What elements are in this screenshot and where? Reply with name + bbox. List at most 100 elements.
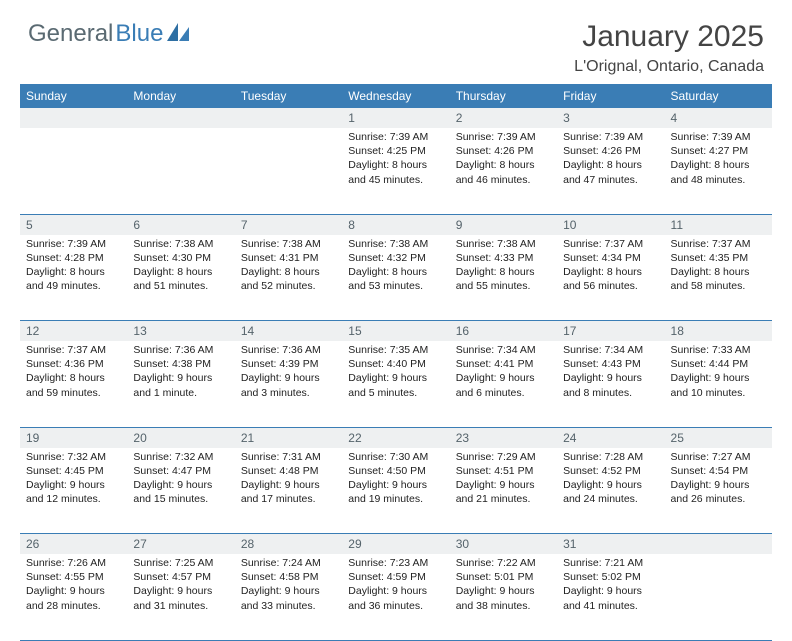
weekday-header: Friday	[557, 84, 664, 108]
sunrise-text: Sunrise: 7:39 AM	[563, 130, 658, 144]
weekday-header: Wednesday	[342, 84, 449, 108]
day-cell: Sunrise: 7:32 AMSunset: 4:45 PMDaylight:…	[20, 448, 127, 534]
sunset-text: Sunset: 4:44 PM	[671, 357, 766, 371]
day-details: Sunrise: 7:36 AMSunset: 4:38 PMDaylight:…	[127, 341, 234, 404]
day-details: Sunrise: 7:34 AMSunset: 4:41 PMDaylight:…	[450, 341, 557, 404]
sunset-text: Sunset: 4:54 PM	[671, 464, 766, 478]
sunrise-text: Sunrise: 7:34 AM	[563, 343, 658, 357]
sunset-text: Sunset: 4:28 PM	[26, 251, 121, 265]
day-details: Sunrise: 7:24 AMSunset: 4:58 PMDaylight:…	[235, 554, 342, 617]
sunrise-text: Sunrise: 7:28 AM	[563, 450, 658, 464]
day-number-cell: 26	[20, 534, 127, 555]
daylight-text: Daylight: 9 hours and 24 minutes.	[563, 478, 658, 506]
daylight-text: Daylight: 8 hours and 47 minutes.	[563, 158, 658, 186]
daylight-text: Daylight: 9 hours and 17 minutes.	[241, 478, 336, 506]
day-number-cell: 31	[557, 534, 664, 555]
sunset-text: Sunset: 4:55 PM	[26, 570, 121, 584]
weekday-header-row: Sunday Monday Tuesday Wednesday Thursday…	[20, 84, 772, 108]
sunset-text: Sunset: 4:26 PM	[456, 144, 551, 158]
daylight-text: Daylight: 9 hours and 33 minutes.	[241, 584, 336, 612]
day-details: Sunrise: 7:26 AMSunset: 4:55 PMDaylight:…	[20, 554, 127, 617]
day-details: Sunrise: 7:29 AMSunset: 4:51 PMDaylight:…	[450, 448, 557, 511]
sunset-text: Sunset: 4:27 PM	[671, 144, 766, 158]
day-cell: Sunrise: 7:36 AMSunset: 4:38 PMDaylight:…	[127, 341, 234, 427]
day-number-cell: 19	[20, 427, 127, 448]
day-number-cell: 15	[342, 321, 449, 342]
day-number-cell: 22	[342, 427, 449, 448]
day-details: Sunrise: 7:36 AMSunset: 4:39 PMDaylight:…	[235, 341, 342, 404]
sunset-text: Sunset: 4:25 PM	[348, 144, 443, 158]
daylight-text: Daylight: 9 hours and 15 minutes.	[133, 478, 228, 506]
sunrise-text: Sunrise: 7:30 AM	[348, 450, 443, 464]
day-cell: Sunrise: 7:22 AMSunset: 5:01 PMDaylight:…	[450, 554, 557, 640]
day-details: Sunrise: 7:38 AMSunset: 4:31 PMDaylight:…	[235, 235, 342, 298]
day-number-cell: 13	[127, 321, 234, 342]
day-details: Sunrise: 7:38 AMSunset: 4:32 PMDaylight:…	[342, 235, 449, 298]
day-number-cell: 9	[450, 214, 557, 235]
brand-part1: General	[28, 20, 113, 48]
sunset-text: Sunset: 5:02 PM	[563, 570, 658, 584]
calendar-table: Sunday Monday Tuesday Wednesday Thursday…	[20, 84, 772, 641]
day-cell: Sunrise: 7:34 AMSunset: 4:43 PMDaylight:…	[557, 341, 664, 427]
daylight-text: Daylight: 9 hours and 5 minutes.	[348, 371, 443, 399]
sunrise-text: Sunrise: 7:38 AM	[133, 237, 228, 251]
sunrise-text: Sunrise: 7:39 AM	[26, 237, 121, 251]
day-number-cell: 3	[557, 108, 664, 128]
daylight-text: Daylight: 9 hours and 6 minutes.	[456, 371, 551, 399]
daylight-text: Daylight: 8 hours and 59 minutes.	[26, 371, 121, 399]
day-number-cell: 17	[557, 321, 664, 342]
day-details: Sunrise: 7:39 AMSunset: 4:25 PMDaylight:…	[342, 128, 449, 191]
day-cell: Sunrise: 7:27 AMSunset: 4:54 PMDaylight:…	[665, 448, 772, 534]
day-details: Sunrise: 7:39 AMSunset: 4:26 PMDaylight:…	[557, 128, 664, 191]
weekday-header: Saturday	[665, 84, 772, 108]
calendar-body: 1234Sunrise: 7:39 AMSunset: 4:25 PMDayli…	[20, 108, 772, 640]
week-row: Sunrise: 7:32 AMSunset: 4:45 PMDaylight:…	[20, 448, 772, 534]
brand-logo: GeneralBlue	[28, 20, 189, 48]
daylight-text: Daylight: 9 hours and 12 minutes.	[26, 478, 121, 506]
day-details: Sunrise: 7:38 AMSunset: 4:33 PMDaylight:…	[450, 235, 557, 298]
title-block: January 2025 L'Orignal, Ontario, Canada	[574, 20, 764, 76]
day-number-cell	[20, 108, 127, 128]
daylight-text: Daylight: 8 hours and 46 minutes.	[456, 158, 551, 186]
daylight-text: Daylight: 9 hours and 26 minutes.	[671, 478, 766, 506]
day-number-cell: 25	[665, 427, 772, 448]
sunset-text: Sunset: 4:34 PM	[563, 251, 658, 265]
week-row: Sunrise: 7:26 AMSunset: 4:55 PMDaylight:…	[20, 554, 772, 640]
sunrise-text: Sunrise: 7:29 AM	[456, 450, 551, 464]
daynum-row: 19202122232425	[20, 427, 772, 448]
day-number-cell: 6	[127, 214, 234, 235]
day-number-cell: 23	[450, 427, 557, 448]
daylight-text: Daylight: 8 hours and 56 minutes.	[563, 265, 658, 293]
sunrise-text: Sunrise: 7:32 AM	[26, 450, 121, 464]
daylight-text: Daylight: 8 hours and 48 minutes.	[671, 158, 766, 186]
weekday-header: Monday	[127, 84, 234, 108]
sunset-text: Sunset: 4:48 PM	[241, 464, 336, 478]
day-cell: Sunrise: 7:38 AMSunset: 4:31 PMDaylight:…	[235, 235, 342, 321]
sunset-text: Sunset: 4:31 PM	[241, 251, 336, 265]
sunset-text: Sunset: 5:01 PM	[456, 570, 551, 584]
day-cell	[665, 554, 772, 640]
day-cell: Sunrise: 7:39 AMSunset: 4:28 PMDaylight:…	[20, 235, 127, 321]
day-cell	[235, 128, 342, 214]
sunset-text: Sunset: 4:26 PM	[563, 144, 658, 158]
day-details: Sunrise: 7:37 AMSunset: 4:36 PMDaylight:…	[20, 341, 127, 404]
sunrise-text: Sunrise: 7:39 AM	[671, 130, 766, 144]
day-number-cell	[665, 534, 772, 555]
day-details: Sunrise: 7:39 AMSunset: 4:27 PMDaylight:…	[665, 128, 772, 191]
day-cell: Sunrise: 7:23 AMSunset: 4:59 PMDaylight:…	[342, 554, 449, 640]
daylight-text: Daylight: 8 hours and 51 minutes.	[133, 265, 228, 293]
day-cell: Sunrise: 7:34 AMSunset: 4:41 PMDaylight:…	[450, 341, 557, 427]
sunset-text: Sunset: 4:50 PM	[348, 464, 443, 478]
day-details: Sunrise: 7:25 AMSunset: 4:57 PMDaylight:…	[127, 554, 234, 617]
day-cell: Sunrise: 7:38 AMSunset: 4:33 PMDaylight:…	[450, 235, 557, 321]
sunset-text: Sunset: 4:39 PM	[241, 357, 336, 371]
daynum-row: 12131415161718	[20, 321, 772, 342]
day-number-cell	[235, 108, 342, 128]
sunset-text: Sunset: 4:52 PM	[563, 464, 658, 478]
day-cell: Sunrise: 7:37 AMSunset: 4:35 PMDaylight:…	[665, 235, 772, 321]
sunset-text: Sunset: 4:57 PM	[133, 570, 228, 584]
day-details: Sunrise: 7:31 AMSunset: 4:48 PMDaylight:…	[235, 448, 342, 511]
sunset-text: Sunset: 4:38 PM	[133, 357, 228, 371]
sail-icon	[167, 20, 189, 48]
day-details: Sunrise: 7:37 AMSunset: 4:34 PMDaylight:…	[557, 235, 664, 298]
